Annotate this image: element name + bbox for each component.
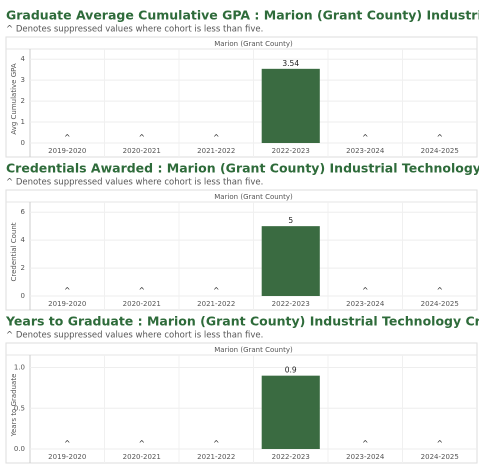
y-axis-label: Avg Cumulative GPA [10, 63, 18, 135]
value-label: ^ [64, 439, 70, 448]
x-tick-label: 2019-2020 [48, 453, 86, 461]
x-tick-label: 2019-2020 [48, 147, 86, 155]
value-label: ^ [139, 133, 145, 142]
value-label: ^ [213, 439, 219, 448]
panel-label: Marion (Grant County) [214, 346, 293, 354]
x-tick-label: 2021-2022 [197, 147, 235, 155]
y-tick-label: 2 [21, 97, 25, 105]
y-axis-label: Years to Graduate [10, 374, 18, 438]
y-tick-label: 0 [21, 139, 25, 147]
panel-label: Marion (Grant County) [214, 193, 293, 201]
value-label: ^ [437, 133, 443, 142]
value-label: ^ [213, 286, 219, 295]
x-tick-label: 2023-2024 [346, 300, 385, 308]
y-tick-label: 0.0 [14, 445, 25, 453]
y-tick-label: 1 [21, 118, 25, 126]
value-label: ^ [64, 133, 70, 142]
chart-subtitle: ^ Denotes suppressed values where cohort… [6, 331, 263, 341]
chart-subtitle: ^ Denotes suppressed values where cohort… [6, 178, 263, 188]
x-tick-label: 2020-2021 [123, 147, 161, 155]
value-label: ^ [64, 286, 70, 295]
y-tick-label: 1.0 [14, 364, 25, 372]
x-tick-label: 2023-2024 [346, 147, 385, 155]
chart-title: Graduate Average Cumulative GPA : Marion… [6, 8, 479, 23]
panel [5, 342, 478, 464]
value-label: ^ [437, 286, 443, 295]
panel-label: Marion (Grant County) [214, 40, 293, 48]
value-label: ^ [437, 439, 443, 448]
x-tick-label: 2024-2025 [421, 453, 459, 461]
panel [5, 36, 478, 158]
value-label: 3.54 [282, 59, 299, 68]
value-label: ^ [139, 439, 145, 448]
y-tick-label: 6 [21, 208, 26, 216]
x-tick-label: 2022-2023 [272, 147, 310, 155]
value-label: ^ [362, 286, 368, 295]
bar [261, 68, 320, 143]
x-tick-label: 2021-2022 [197, 453, 235, 461]
y-tick-label: 2 [21, 264, 25, 272]
value-label: 0.9 [285, 366, 297, 375]
x-tick-label: 2020-2021 [123, 453, 161, 461]
y-tick-label: 4 [21, 55, 26, 63]
x-tick-label: 2020-2021 [123, 300, 161, 308]
x-tick-label: 2023-2024 [346, 453, 385, 461]
chart-subtitle: ^ Denotes suppressed values where cohort… [6, 25, 263, 35]
x-tick-label: 2022-2023 [272, 453, 310, 461]
chart-title: Credentials Awarded : Marion (Grant Coun… [6, 161, 479, 176]
value-label: ^ [139, 286, 145, 295]
chart-title: Years to Graduate : Marion (Grant County… [5, 314, 479, 329]
value-label: ^ [213, 133, 219, 142]
value-label: ^ [362, 439, 368, 448]
y-tick-label: 0 [21, 292, 25, 300]
y-axis-label: Credential Count [10, 222, 18, 281]
bar [261, 226, 320, 296]
y-tick-label: 3 [21, 76, 25, 84]
value-label: ^ [362, 133, 368, 142]
y-tick-label: 4 [21, 236, 26, 244]
x-tick-label: 2021-2022 [197, 300, 235, 308]
x-tick-label: 2024-2025 [421, 147, 459, 155]
bar [261, 375, 320, 449]
panel [5, 189, 478, 311]
x-tick-label: 2022-2023 [272, 300, 310, 308]
y-tick-label: 0.5 [14, 404, 25, 412]
value-label: 5 [288, 216, 293, 225]
x-tick-label: 2024-2025 [421, 300, 459, 308]
x-tick-label: 2019-2020 [48, 300, 86, 308]
